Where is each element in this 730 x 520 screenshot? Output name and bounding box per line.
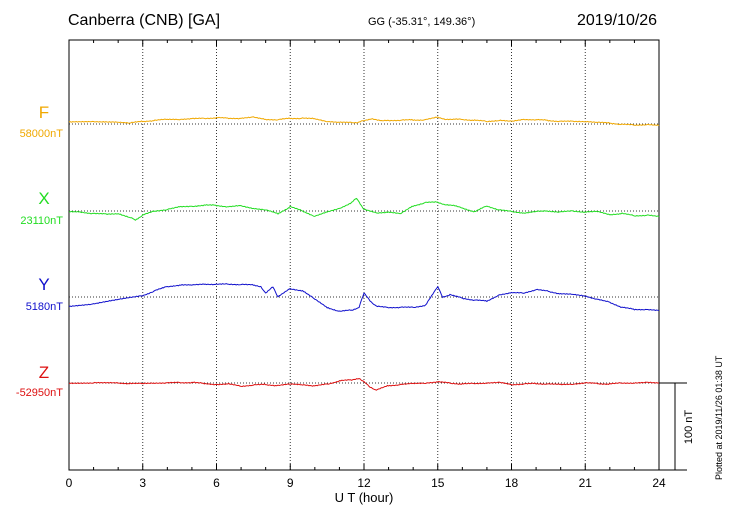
plot-frame bbox=[68, 39, 660, 471]
grid-lines bbox=[69, 40, 659, 470]
series-baseline-y: 5180nT bbox=[26, 301, 64, 313]
series-name-z: Z bbox=[39, 363, 49, 382]
series-group bbox=[68, 116, 660, 391]
x-tick-label: 18 bbox=[505, 476, 519, 490]
x-tick-label: 6 bbox=[213, 476, 220, 490]
geographic-coordinates: GG (-35.31°, 149.36°) bbox=[368, 16, 476, 28]
series-name-f: F bbox=[39, 103, 49, 122]
x-axis: 0 3 6 9 12 15 18 21 24 U T (hour) bbox=[66, 40, 666, 505]
scale-bar-label: 100 nT bbox=[683, 410, 695, 445]
x-tick-label: 21 bbox=[579, 476, 593, 490]
x-tick-label: 12 bbox=[357, 476, 371, 490]
series-baseline-z: -52950nT bbox=[16, 387, 63, 399]
series-line-x bbox=[68, 197, 660, 221]
series-baseline-x: 23110nT bbox=[20, 215, 63, 227]
series-labels: F 58000nT X 23110nT Y 5180nT Z -52950nT bbox=[16, 103, 63, 399]
x-tick-label: 15 bbox=[431, 476, 445, 490]
series-name-x: X bbox=[38, 189, 49, 208]
x-tick-label: 0 bbox=[66, 476, 73, 490]
series-baseline-f: 58000nT bbox=[20, 128, 64, 140]
series-line-f bbox=[68, 116, 660, 127]
x-tick-label: 9 bbox=[287, 476, 294, 490]
scale-bar: 100 nT bbox=[659, 382, 695, 471]
station-title: Canberra (CNB) [GA] bbox=[68, 12, 221, 29]
series-line-z bbox=[69, 377, 659, 391]
observation-date: 2019/10/26 bbox=[577, 12, 658, 29]
x-axis-label: U T (hour) bbox=[335, 490, 394, 505]
x-tick-label: 24 bbox=[652, 476, 666, 490]
x-tick-label: 3 bbox=[139, 476, 146, 490]
series-name-y: Y bbox=[38, 275, 49, 294]
series-line-y bbox=[68, 283, 660, 312]
